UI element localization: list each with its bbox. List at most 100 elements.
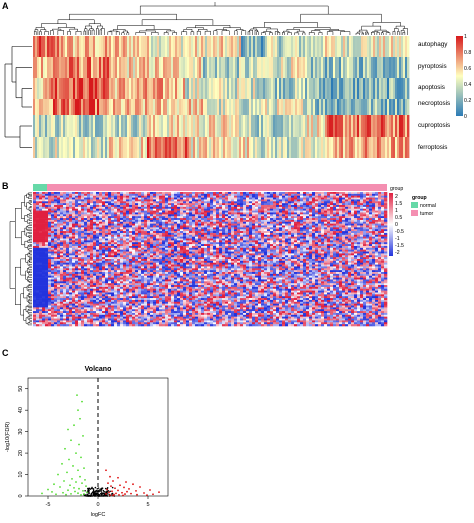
heatmap-cell <box>267 199 271 202</box>
heatmap-cell <box>336 214 340 217</box>
heatmap-cell <box>305 115 308 137</box>
heatmap-cell <box>264 218 268 221</box>
heatmap-cell <box>209 57 212 78</box>
heatmap-cell <box>180 205 184 208</box>
heatmap-cell <box>78 221 82 224</box>
heatmap-cell <box>258 214 262 217</box>
heatmap-cell <box>177 197 181 200</box>
heatmap-cell <box>174 223 178 226</box>
heatmap-cell <box>265 78 268 99</box>
heatmap-cell <box>361 137 364 158</box>
heatmap-cell <box>255 195 259 198</box>
colorbar-a <box>456 36 463 116</box>
heatmap-cell <box>123 214 127 217</box>
heatmap-cell <box>102 203 106 206</box>
heatmap-cell <box>66 219 70 223</box>
heatmap-cell <box>159 201 163 204</box>
heatmap-cell <box>336 199 340 202</box>
heatmap-cell <box>267 212 271 215</box>
heatmap-cell <box>150 192 154 195</box>
heatmap-cell <box>355 57 358 78</box>
heatmap-cell <box>60 219 64 223</box>
heatmap-cell <box>183 199 187 202</box>
heatmap-cell <box>171 223 175 226</box>
heatmap-cell <box>213 201 217 204</box>
heatmap-cell <box>330 225 334 228</box>
heatmap-cell <box>360 216 364 219</box>
heatmap-cell <box>198 232 202 236</box>
heatmap-cell <box>282 203 286 206</box>
heatmap-cell <box>126 232 130 236</box>
heatmap-cell <box>355 137 358 158</box>
heatmap-cell <box>342 227 346 230</box>
heatmap-cell <box>72 206 76 210</box>
heatmap-cell <box>369 214 373 217</box>
heatmap-cell <box>357 219 361 223</box>
heatmap-cell <box>129 57 132 78</box>
heatmap-cell <box>183 195 187 198</box>
heatmap-cell <box>288 218 292 221</box>
heatmap-cell <box>225 195 229 198</box>
heatmap-cell <box>117 236 121 239</box>
heatmap-cell <box>303 137 306 158</box>
heatmap-cell <box>205 137 208 158</box>
heatmap-cell <box>81 195 85 198</box>
heatmap-cell <box>138 205 142 208</box>
heatmap-cell <box>81 203 85 206</box>
heatmap-cell <box>87 234 91 237</box>
heatmap-cell <box>51 201 55 204</box>
heatmap-cell <box>321 223 325 226</box>
heatmap-cell <box>169 57 172 78</box>
heatmap-cell <box>107 36 110 57</box>
heatmap-cell <box>300 203 304 206</box>
heatmap-cell <box>123 218 127 221</box>
heatmap-cell <box>135 195 139 198</box>
heatmap-cell <box>213 238 217 241</box>
heatmap-cell <box>114 197 118 200</box>
heatmap-cell <box>333 201 337 204</box>
heatmap-cell <box>93 234 97 237</box>
heatmap-cell <box>309 203 313 206</box>
heatmap-cell <box>51 225 55 228</box>
heatmap-cell <box>165 203 169 206</box>
heatmap-cell <box>167 57 170 78</box>
heatmap-cell <box>210 219 214 223</box>
heatmap-cell <box>217 57 220 78</box>
heatmap-cell <box>267 201 271 204</box>
heatmap-cell <box>337 78 340 99</box>
heatmap-cell <box>195 115 198 137</box>
heatmap-cell <box>90 234 94 237</box>
heatmap-cell <box>102 236 106 239</box>
heatmap-cell <box>54 206 58 210</box>
heatmap-cell <box>195 78 198 99</box>
heatmap-cell <box>57 197 61 200</box>
heatmap-cell <box>336 229 340 232</box>
heatmap-cell <box>61 36 64 57</box>
heatmap-cell <box>153 225 157 228</box>
heatmap-cell <box>192 229 196 232</box>
heatmap-cell <box>51 218 55 221</box>
heatmap-cell <box>33 36 36 57</box>
heatmap-cell <box>180 203 184 206</box>
heatmap-cell <box>234 238 238 241</box>
heatmap-cell <box>384 216 388 219</box>
heatmap-cell <box>144 232 148 236</box>
heatmap-cell <box>363 201 367 204</box>
heatmap-cell <box>79 99 82 115</box>
heatmap-cell <box>234 218 238 221</box>
heatmap-cell <box>66 225 70 228</box>
heatmap-cell <box>165 210 169 213</box>
heatmap-cell <box>303 236 307 239</box>
heatmap-cell <box>102 193 106 197</box>
heatmap-cell <box>347 57 350 78</box>
heatmap-cell <box>48 210 52 213</box>
heatmap-cell <box>150 218 154 221</box>
heatmap-cell <box>354 212 358 215</box>
heatmap-cell <box>36 195 40 198</box>
heatmap-cell <box>312 236 316 239</box>
heatmap-cell <box>379 57 382 78</box>
heatmap-cell <box>372 208 376 211</box>
heatmap-cell <box>285 199 289 202</box>
heatmap-cell <box>321 36 324 57</box>
heatmap-cell <box>211 115 214 137</box>
